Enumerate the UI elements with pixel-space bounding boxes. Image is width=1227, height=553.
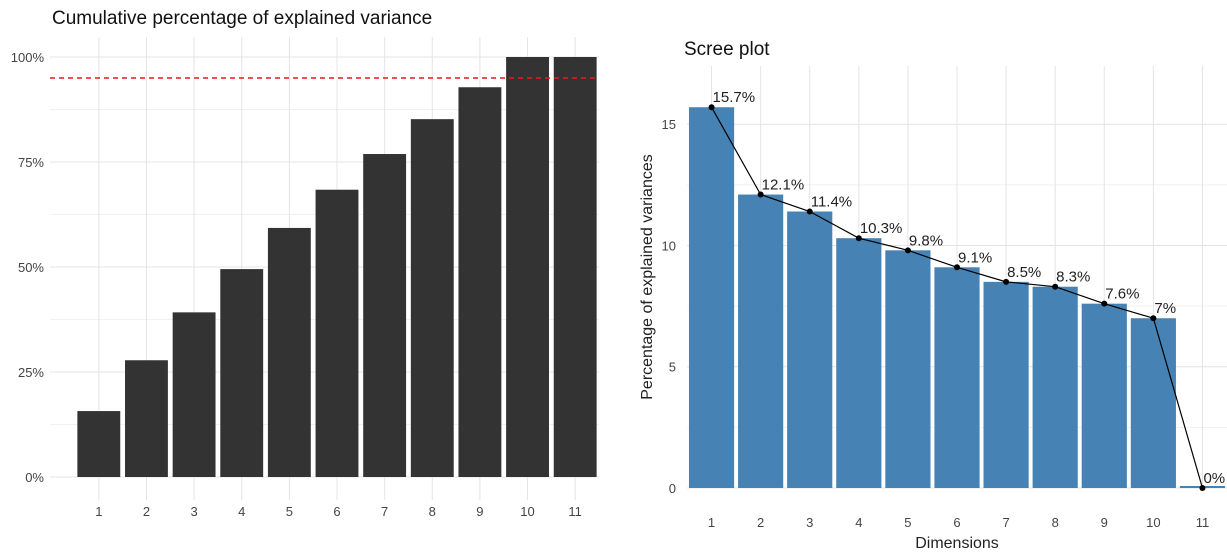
- x-tick-label: 3: [806, 515, 813, 530]
- x-tick-label: 7: [1002, 515, 1009, 530]
- data-label: 10.3%: [860, 220, 903, 237]
- x-tick-label: 7: [381, 504, 388, 519]
- data-point: [1003, 278, 1010, 285]
- chart-title: Scree plot: [684, 39, 770, 60]
- y-axis-label: Percentage of explained variances: [639, 154, 656, 400]
- bar: [836, 238, 882, 488]
- bar: [787, 211, 833, 488]
- x-tick-label: 2: [757, 515, 764, 530]
- bar: [267, 227, 311, 477]
- x-tick-label: 9: [1101, 515, 1108, 530]
- scree-plot-chart: Scree plot 0 5 10 15 Percentage of explained …: [614, 0, 1227, 553]
- x-tick-label: 3: [190, 504, 197, 519]
- x-tick-label: 4: [855, 515, 862, 530]
- x-tick-label: 8: [1052, 515, 1059, 530]
- bar: [220, 269, 264, 477]
- y-tick-label: 10: [662, 238, 676, 253]
- data-label: 9.1%: [958, 249, 992, 266]
- data-point: [1199, 485, 1206, 491]
- y-tick-label: 50%: [18, 260, 44, 275]
- bar: [738, 194, 784, 489]
- cumulative-variance-svg: Cumulative percentage of explained varia…: [11, 8, 599, 519]
- data-point: [806, 208, 813, 215]
- data-label: 8.3%: [1056, 269, 1090, 286]
- data-point: [757, 191, 764, 198]
- data-label: 0%: [1203, 470, 1225, 487]
- x-tick-label: 2: [143, 504, 150, 519]
- bar: [363, 154, 407, 477]
- bar: [1081, 303, 1127, 488]
- data-label: 11.4%: [811, 194, 852, 211]
- data-point: [1101, 300, 1108, 307]
- data-point: [1052, 283, 1059, 290]
- bar: [885, 250, 931, 488]
- data-point: [1150, 315, 1157, 322]
- bar: [688, 107, 735, 488]
- data-point: [855, 235, 862, 242]
- data-point: [904, 247, 911, 254]
- data-point: [954, 264, 960, 271]
- y-tick-label: 5: [669, 360, 676, 375]
- bar: [125, 360, 168, 477]
- x-tick-label: 11: [568, 504, 582, 519]
- bar: [983, 281, 1029, 488]
- data-label: 9.8%: [909, 232, 943, 249]
- x-tick-label: 9: [476, 504, 483, 519]
- y-tick-label: 0%: [25, 470, 44, 485]
- bar: [1032, 286, 1078, 488]
- x-tick-label: 8: [429, 504, 436, 519]
- y-tick-label: 0: [669, 481, 676, 496]
- bar: [410, 119, 454, 477]
- x-tick-label: 5: [904, 515, 911, 530]
- y-tick-label: 15: [662, 117, 676, 132]
- bar: [1130, 318, 1176, 488]
- y-tick-label: 25%: [18, 365, 44, 380]
- data-label: 8.5%: [1007, 264, 1041, 281]
- x-tick-label: 1: [95, 504, 102, 519]
- bar: [315, 189, 359, 477]
- x-tick-label: 5: [286, 504, 293, 519]
- x-tick-label: 11: [1196, 515, 1210, 530]
- bar: [553, 57, 597, 477]
- data-label: 7%: [1154, 300, 1176, 317]
- x-tick-label: 4: [238, 504, 245, 519]
- x-axis-label: Dimensions: [915, 535, 999, 552]
- x-tick-label: 10: [520, 504, 534, 519]
- y-tick-label: 100%: [11, 50, 45, 65]
- bar: [458, 87, 502, 478]
- cumulative-variance-chart: Cumulative percentage of explained varia…: [0, 0, 610, 553]
- x-tick-label: 1: [708, 515, 715, 530]
- bar: [77, 411, 121, 477]
- y-tick-label: 75%: [18, 155, 44, 170]
- bar: [506, 57, 549, 477]
- bar: [934, 267, 980, 488]
- chart-title: Cumulative percentage of explained varia…: [52, 8, 432, 29]
- bar: [172, 312, 216, 477]
- data-point: [708, 104, 715, 111]
- data-label: 7.6%: [1105, 286, 1139, 303]
- x-tick-label: 6: [953, 515, 960, 530]
- x-tick-label: 10: [1146, 515, 1160, 530]
- data-label: 12.1%: [762, 177, 805, 194]
- data-label: 15.7%: [713, 89, 756, 106]
- x-tick-label: 6: [333, 504, 340, 519]
